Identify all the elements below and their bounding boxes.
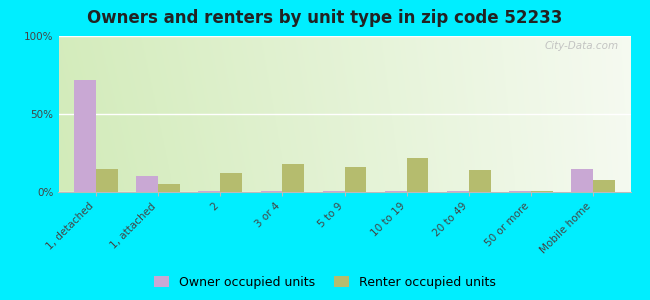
Bar bbox=[447, 191, 469, 192]
Legend: Owner occupied units, Renter occupied units: Owner occupied units, Renter occupied un… bbox=[149, 271, 501, 294]
Bar bbox=[74, 80, 96, 192]
Bar bbox=[158, 184, 180, 192]
Bar bbox=[220, 173, 242, 192]
Bar bbox=[509, 191, 531, 192]
Bar bbox=[344, 167, 366, 192]
Bar bbox=[323, 191, 345, 192]
Bar bbox=[469, 170, 491, 192]
Text: City-Data.com: City-Data.com bbox=[545, 41, 619, 51]
Bar bbox=[407, 158, 428, 192]
Bar bbox=[385, 191, 407, 192]
Bar bbox=[261, 191, 282, 192]
Bar bbox=[593, 179, 615, 192]
Bar bbox=[282, 164, 304, 192]
Bar bbox=[96, 169, 118, 192]
Bar bbox=[531, 191, 552, 192]
Bar bbox=[198, 191, 220, 192]
Bar bbox=[136, 176, 158, 192]
Bar bbox=[571, 169, 593, 192]
Text: Owners and renters by unit type in zip code 52233: Owners and renters by unit type in zip c… bbox=[87, 9, 563, 27]
